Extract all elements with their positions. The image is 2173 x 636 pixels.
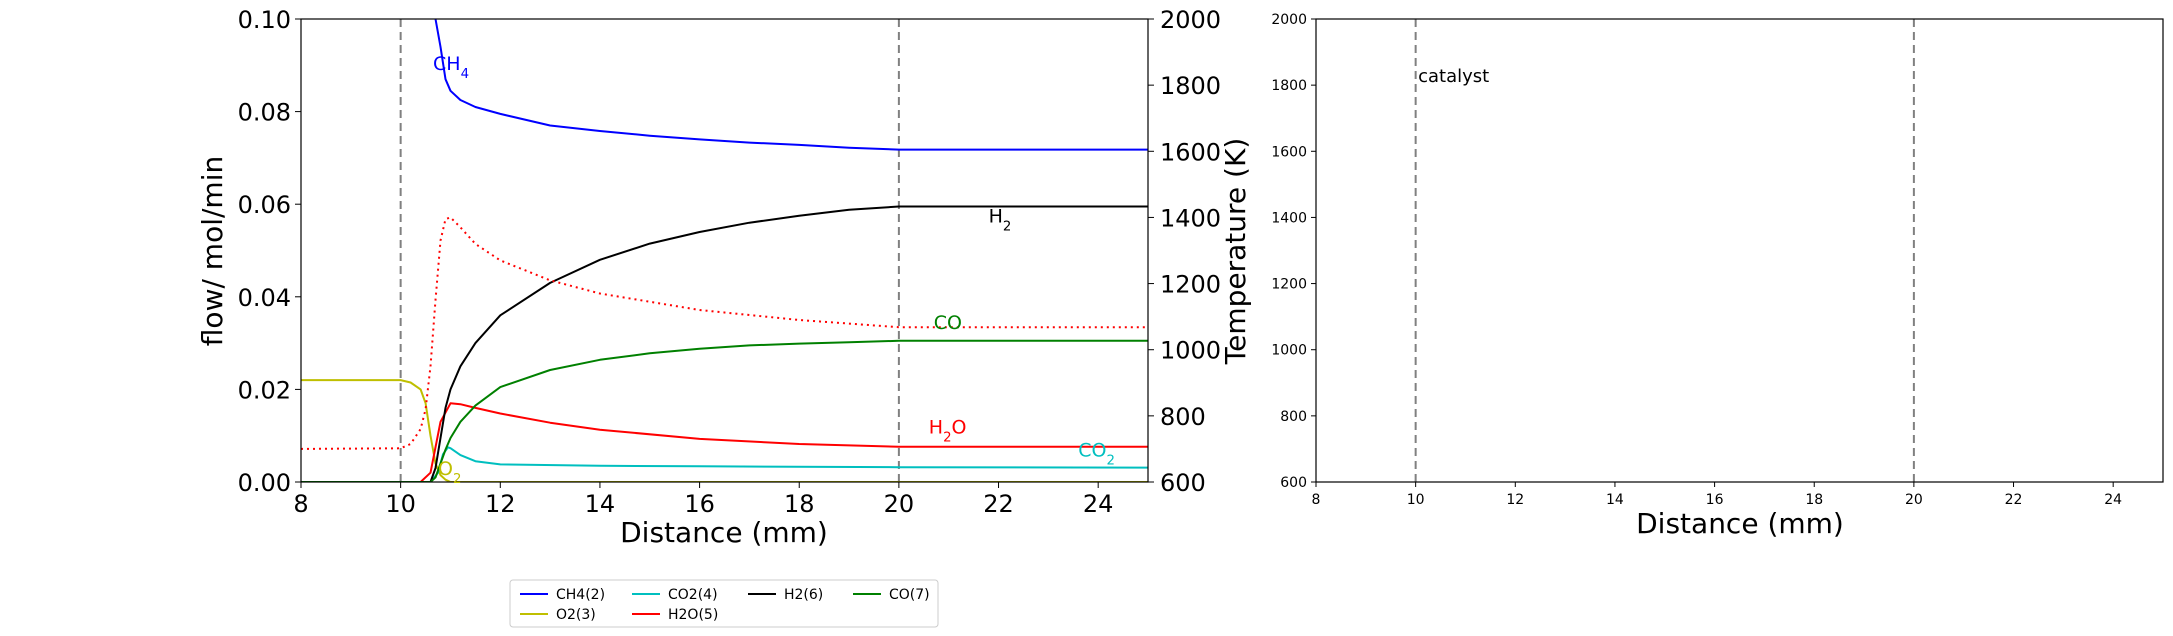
series-line-h26 [301,205,1148,482]
right-x-tick-label: 8 [1312,492,1321,508]
right-x-tick-label: 22 [2005,492,2023,508]
right-plot-frame [1315,18,2164,483]
left-x-tick-label: 14 [585,490,616,518]
right-y-tick-label: 2000 [1271,12,1307,28]
legend-label-1: CO2(4) [668,587,718,603]
left-plot-frame [300,18,1149,483]
left-y2-tick-label: 2000 [1160,6,1221,34]
right-annotation-catalyst: catalyst [1418,66,1489,87]
legend-entries: CH4(2) CO2(4) H2(6) CO(7) O2(3) H2O(5) [520,587,930,623]
left-x-tick-label: 10 [385,490,416,518]
right-plot-area: 8 10 12 14 16 18 20 22 24 600 800 1000 1200 1400 1600 1… [1271,12,2164,508]
legend-label-3: CO(7) [889,587,930,603]
right-y-tick-label: 800 [1280,409,1307,425]
left-y2-axis-label: Temperature (K) [1219,138,1252,365]
left-y2-tick-label: 800 [1160,403,1206,431]
right-x-tick-label: 14 [1606,492,1624,508]
right-x-tick-label: 20 [1905,492,1923,508]
series-line-temperature [301,216,1148,450]
left-chart: 8 10 12 14 16 18 20 22 24 0.00 0.02 0.04 0.06 0.08 0.1… [196,6,1252,549]
left-y-tick-label: 0.08 [238,99,291,127]
right-x-tick-label: 18 [1805,492,1823,508]
left-annotation-1: H2 [989,206,1012,235]
right-y-tick-label: 1400 [1271,210,1307,226]
legend-label-5: H2O(5) [668,607,718,623]
right-x-tick-label: 10 [1407,492,1425,508]
left-x-axis-label: Distance (mm) [620,516,828,549]
right-x-axis-label: Distance (mm) [1636,507,1844,540]
left-annotation-3: H2O [929,416,967,445]
left-y-axis-label: flow/ mol/min [196,156,229,346]
left-annotation-5: O2 [438,458,461,487]
left-x-tick-label: 18 [784,490,815,518]
left-x-tick-label: 20 [884,490,915,518]
left-y2-tick-label: 600 [1160,469,1206,497]
left-x-tick-label: 16 [684,490,715,518]
series-line-co7 [301,339,1148,482]
left-plot-area: 8 10 12 14 16 18 20 22 24 0.00 0.02 0.04 0.06 0.08 0.1… [238,6,1222,518]
left-y-tick-label: 0.10 [238,6,291,34]
series-line-o23 [301,379,1148,482]
right-x-tick-label: 16 [1706,492,1724,508]
right-chart: 8 10 12 14 16 18 20 22 24 600 800 1000 1200 1400 1600 1… [1271,12,2164,540]
left-annotation-0: CH4 [433,53,469,82]
right-y-tick-label: 1200 [1271,277,1307,293]
left-y2-tick-label: 1400 [1160,204,1221,232]
left-y-tick-label: 0.06 [238,191,291,219]
left-y-tick-label: 0.04 [238,284,291,312]
left-y2-tick-label: 1600 [1160,138,1221,166]
left-annotation-2: CO [934,312,962,334]
left-x-tick-label: 8 [293,490,308,518]
right-y-tick-label: 1000 [1271,343,1307,359]
right-y-tick-label: 600 [1280,475,1307,491]
right-y-tick-label: 1800 [1271,78,1307,94]
left-x-tick-label: 24 [1083,490,1114,518]
right-x-tick-label: 24 [2104,492,2122,508]
right-y-tick-label: 1600 [1271,144,1307,160]
legend-label-4: O2(3) [556,607,596,623]
series-line-h2o5 [301,402,1148,482]
legend-box [509,579,939,628]
left-y2-tick-label: 1200 [1160,271,1221,299]
left-annotation-4: CO2 [1078,440,1115,469]
right-x-tick-label: 12 [1506,492,1524,508]
legend: CH4(2) CO2(4) H2(6) CO(7) O2(3) H2O(5) [509,579,939,628]
left-y-tick-label: 0.02 [238,376,291,404]
left-y2-tick-label: 1800 [1160,72,1221,100]
left-y2-tick-label: 1000 [1160,337,1221,365]
left-y-tick-label: 0.00 [238,469,291,497]
legend-label-2: H2(6) [784,587,823,603]
series-line-ch42 [434,19,1148,151]
left-x-tick-label: 12 [485,490,516,518]
left-x-tick-label: 22 [983,490,1014,518]
legend-label-0: CH4(2) [556,587,605,603]
